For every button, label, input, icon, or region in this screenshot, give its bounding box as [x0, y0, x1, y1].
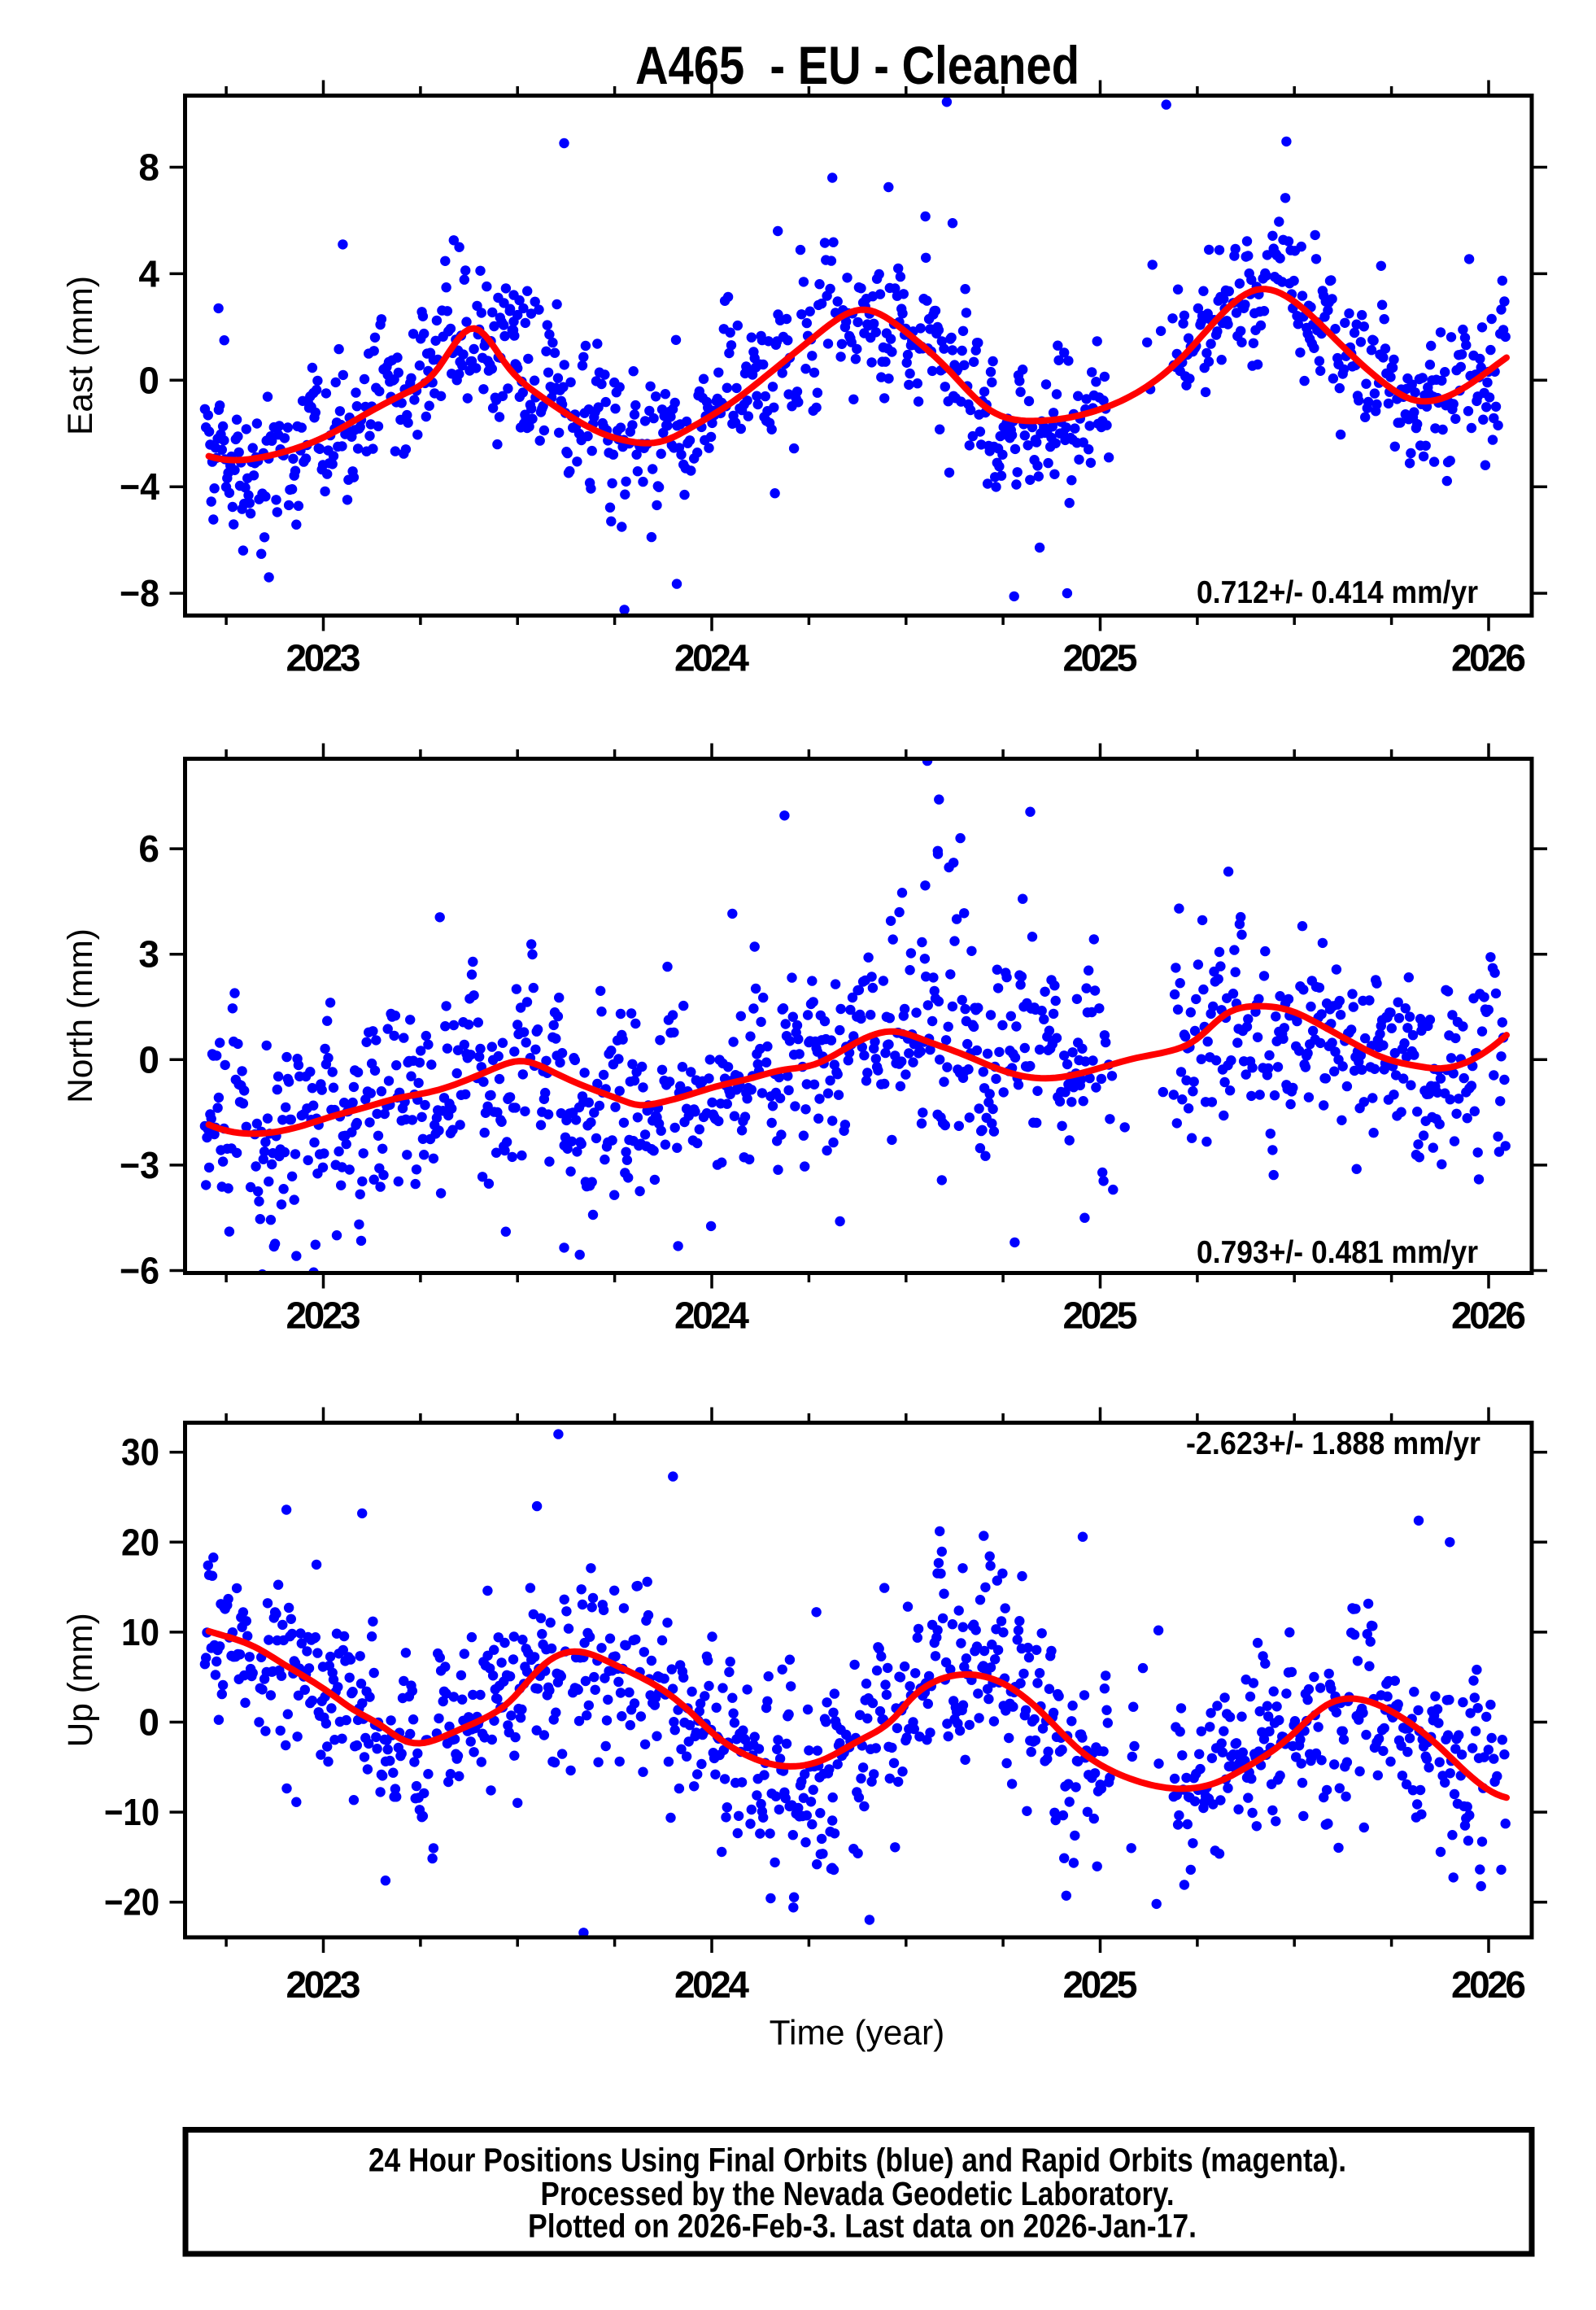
- svg-text:-2.623+/- 1.888 mm/yr: -2.623+/- 1.888 mm/yr: [1186, 1426, 1480, 1461]
- svg-text:North (mm): North (mm): [62, 928, 100, 1103]
- svg-text:0: 0: [138, 1701, 159, 1744]
- svg-text:6: 6: [138, 827, 159, 870]
- svg-text:2025: 2025: [1063, 637, 1138, 679]
- svg-text:2026: 2026: [1451, 1963, 1526, 2006]
- svg-text:4: 4: [138, 252, 159, 295]
- svg-text:0: 0: [138, 1038, 159, 1081]
- svg-text:10: 10: [121, 1611, 159, 1653]
- svg-text:2023: 2023: [286, 1295, 361, 1337]
- svg-text:0.793+/- 0.481 mm/yr: 0.793+/- 0.481 mm/yr: [1197, 1235, 1478, 1270]
- svg-text:2023: 2023: [286, 1963, 361, 2006]
- svg-text:3: 3: [138, 933, 159, 976]
- svg-text:2024: 2024: [674, 1963, 749, 2006]
- svg-text:A465 - EU - Cleaned: A465 - EU - Cleaned: [635, 35, 1079, 95]
- svg-text:2024: 2024: [674, 1295, 749, 1337]
- svg-text:Time (year): Time (year): [770, 2015, 945, 2053]
- svg-text:24 Hour Positions Using Final: 24 Hour Positions Using Final Orbits (bl…: [368, 2142, 1346, 2179]
- svg-text:0: 0: [138, 359, 159, 401]
- svg-text:−10: −10: [104, 1791, 159, 1833]
- svg-text:−6: −6: [120, 1250, 159, 1292]
- svg-text:−8: −8: [120, 572, 159, 614]
- svg-text:30: 30: [121, 1431, 159, 1474]
- svg-text:−3: −3: [120, 1144, 159, 1186]
- svg-text:−4: −4: [120, 465, 159, 508]
- svg-text:−20: −20: [104, 1881, 159, 1924]
- svg-text:Up (mm): Up (mm): [62, 1613, 100, 1747]
- svg-text:Plotted on 2026-Feb-3. Last da: Plotted on 2026-Feb-3. Last data on 2026…: [528, 2207, 1197, 2245]
- svg-text:20: 20: [121, 1521, 159, 1563]
- svg-text:2025: 2025: [1063, 1963, 1138, 2006]
- svg-text:0.712+/- 0.414 mm/yr: 0.712+/- 0.414 mm/yr: [1197, 575, 1478, 610]
- svg-text:East (mm): East (mm): [62, 276, 100, 435]
- svg-text:2026: 2026: [1451, 637, 1526, 679]
- svg-text:8: 8: [138, 146, 159, 189]
- svg-text:Processed by the Nevada Geodet: Processed by the Nevada Geodetic Laborat…: [541, 2175, 1175, 2212]
- svg-text:2026: 2026: [1451, 1295, 1526, 1337]
- svg-text:2023: 2023: [286, 637, 361, 679]
- svg-text:2025: 2025: [1063, 1295, 1138, 1337]
- svg-text:2024: 2024: [674, 637, 749, 679]
